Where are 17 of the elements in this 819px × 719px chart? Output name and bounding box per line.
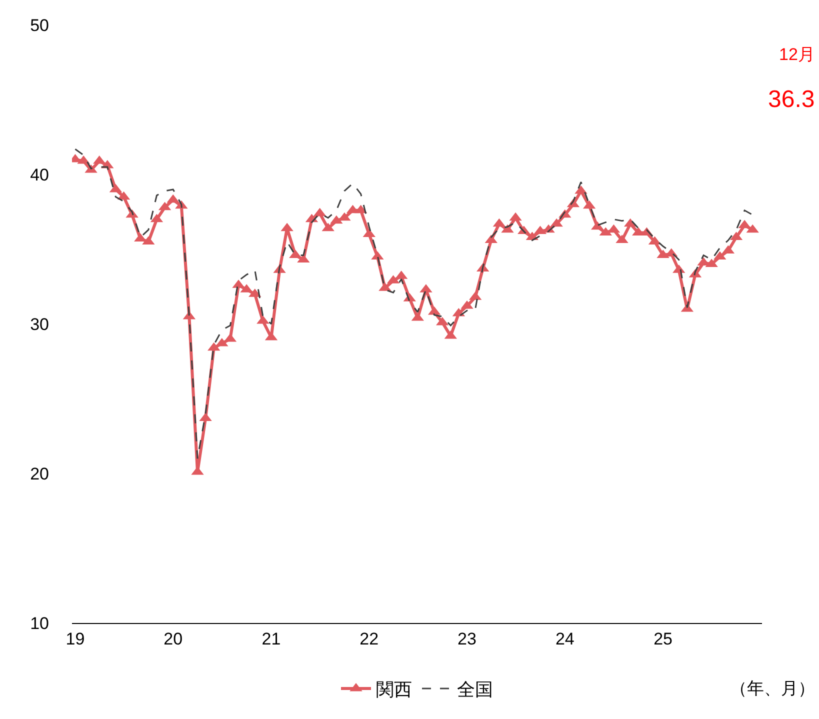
legend-label: 関西 — [376, 680, 412, 700]
x-tick-label: 22 — [360, 629, 379, 648]
y-tick-label: 50 — [30, 16, 49, 35]
y-tick-label: 20 — [30, 464, 49, 484]
x-tick-label: 24 — [555, 629, 574, 648]
text: 12月 — [779, 45, 815, 64]
x-tick-label: 19 — [66, 629, 85, 648]
y-tick-label: 30 — [30, 314, 49, 334]
legend-label: 全国 — [457, 680, 493, 700]
text: （年、月） — [730, 679, 815, 698]
x-tick-label: 20 — [164, 629, 183, 648]
x-tick-label: 21 — [262, 629, 281, 648]
y-tick-label: 10 — [30, 614, 49, 633]
x-tick-label: 23 — [458, 629, 476, 648]
x-tick-label: 25 — [654, 629, 673, 648]
y-tick-label: 40 — [30, 165, 49, 184]
text: 36.3 — [768, 86, 815, 113]
